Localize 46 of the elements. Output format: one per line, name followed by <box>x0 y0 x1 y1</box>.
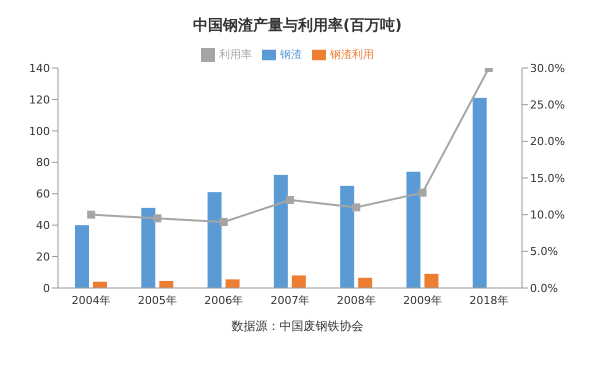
text: 数据源：中国废钢铁协会 <box>230 318 364 335</box>
bar <box>406 172 420 288</box>
bar <box>358 278 372 288</box>
x-tick-label: 2005年 <box>138 294 177 307</box>
x-tick-label: 2018年 <box>469 294 508 307</box>
point <box>352 203 360 212</box>
bar <box>141 208 156 288</box>
x-tick-label: 2007年 <box>270 294 310 307</box>
bar <box>424 274 438 288</box>
point <box>418 188 427 197</box>
bar <box>75 225 89 288</box>
bar <box>292 275 306 288</box>
y-tick-label: 120 <box>29 93 50 106</box>
x-tick-label: 2008年 <box>336 294 376 307</box>
y-tick-label: 140 <box>29 62 50 75</box>
bar <box>159 280 174 288</box>
y-tick-label: 60 <box>36 188 50 201</box>
legend-label: 钢渣 <box>280 48 302 61</box>
y2-tick-label: 15.0% <box>530 172 565 185</box>
y-tick-label: 40 <box>36 219 50 232</box>
y2-tick-label: 5.0% <box>530 245 558 258</box>
y-tick-label: 100 <box>29 124 50 138</box>
point <box>153 214 162 222</box>
x-tick-label: 2004年 <box>72 294 111 307</box>
bar <box>226 279 240 288</box>
point <box>220 218 228 226</box>
x-tick-label: 2006年 <box>204 294 244 307</box>
y-tick-label: 20 <box>36 250 50 264</box>
legend-label: 钢渣利用 <box>330 48 374 61</box>
x-tick-label: 2009年 <box>403 294 442 307</box>
point <box>286 196 294 204</box>
y2-tick-label: 30.0% <box>530 62 565 75</box>
y2-tick-label: 20.0% <box>530 135 565 148</box>
bar <box>274 174 288 288</box>
bar <box>208 192 222 288</box>
bar <box>472 98 487 288</box>
point <box>87 210 96 219</box>
legend-label: 利用率 <box>219 48 252 61</box>
bar <box>93 282 107 288</box>
y-tick-label: 80 <box>36 156 50 170</box>
y2-tick-label: 25.0% <box>530 98 565 112</box>
y2-tick-label: 0.0% <box>530 282 558 295</box>
y-tick-label: 0 <box>43 282 50 295</box>
y2-tick-label: 10.0% <box>530 208 565 222</box>
bar <box>340 186 354 288</box>
chart-title: 中国钢渣产量与利用率(百万吨) <box>192 15 403 36</box>
